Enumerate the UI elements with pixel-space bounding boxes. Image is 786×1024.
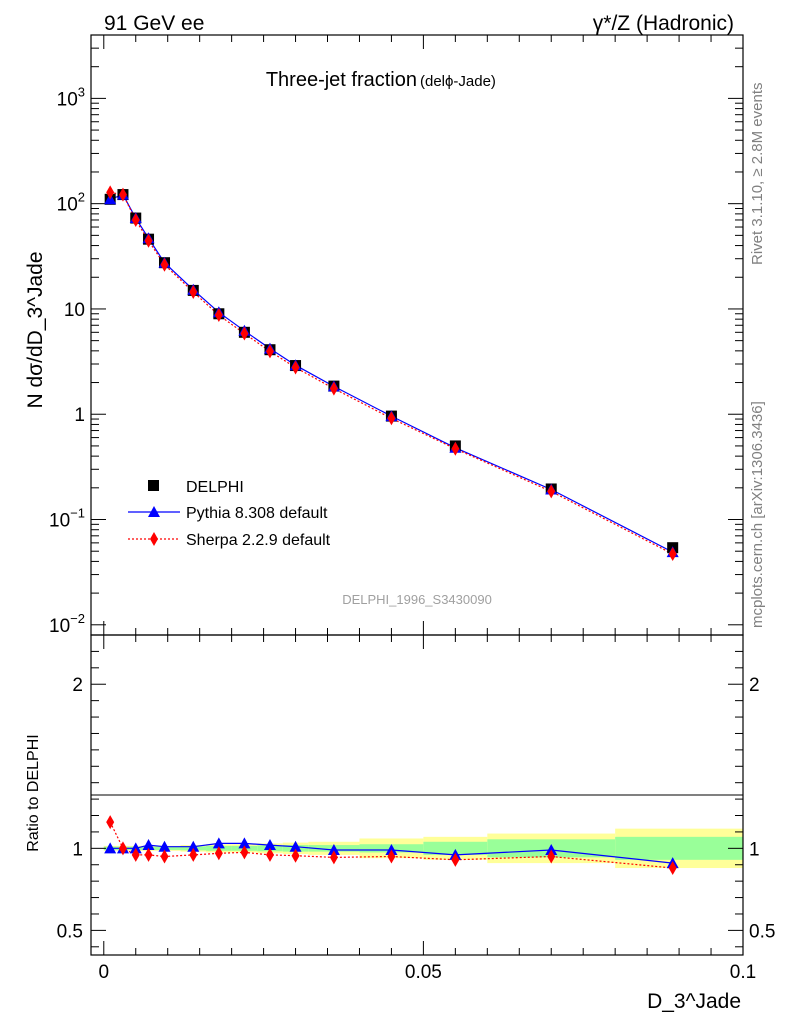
sherpa-ratio-point (160, 849, 169, 864)
sherpa-ratio-point (265, 847, 274, 862)
y-tick-label: 10 (64, 300, 85, 321)
sherpa-ratio-point (291, 848, 300, 863)
sherpa-point (214, 308, 223, 323)
y-tick-label: 103 (57, 84, 85, 110)
sherpa-ratio-point (144, 847, 153, 862)
ratio-tick-label-right: 2 (749, 675, 760, 696)
analysis-watermark: DELPHI_1996_S3430090 (342, 592, 492, 607)
pythia-ratio-point (129, 842, 142, 854)
sherpa-ratio-point (118, 841, 127, 856)
inner-band-bin (423, 841, 488, 855)
main-series-group (104, 185, 679, 562)
pythia-ratio-point (158, 840, 171, 852)
sherpa-point (240, 326, 249, 341)
ratio-uncertainty-bands (103, 828, 743, 869)
pythia-ratio-point (187, 840, 200, 852)
ratio-axis-ticks (91, 635, 744, 955)
sherpa-ratio-point (131, 847, 140, 862)
ratio-series-group (104, 815, 679, 876)
pythia-ratio-point (263, 839, 276, 851)
main-tick-labels: 10−2 10−1 1 10 102 103 (49, 84, 85, 636)
sherpa-point (118, 187, 127, 202)
sherpa-point (451, 441, 460, 456)
sherpa-ratio-point (387, 849, 396, 864)
x-tick-label: 0 (98, 962, 109, 983)
legend-label-sherpa: Sherpa 2.2.9 default (186, 532, 331, 549)
sherpa-ratio-point (668, 861, 677, 876)
ratio-tick-label-right: 1 (749, 839, 760, 860)
header-process: γ*/Z (Hadronic) (593, 12, 734, 35)
pythia-ratio-point (545, 843, 558, 855)
legend-label-pythia: Pythia 8.308 default (186, 505, 328, 522)
x-tick-label: 0.05 (405, 962, 442, 983)
sherpa-point (668, 547, 677, 562)
y-tick-label: 10−2 (49, 611, 85, 637)
ratio-tick-label-right: 0.5 (749, 921, 775, 942)
pythia-ratio-point (142, 839, 155, 851)
plot-subtitle: (delϕ-Jade) (420, 73, 496, 90)
x-axis-label: D_3^Jade (647, 990, 741, 1013)
pythia-ratio-point (212, 837, 225, 849)
sherpa-point (329, 381, 338, 396)
y-tick-label: 1 (74, 405, 85, 426)
main-panel: Three-jet fraction (delϕ-Jade) DELPHI_19… (24, 34, 744, 637)
legend-marker-sherpa (150, 532, 158, 546)
sherpa-point (144, 233, 153, 248)
ratio-tick-label-left: 2 (72, 675, 83, 696)
sherpa-point (291, 360, 300, 375)
inner-band-bin (615, 836, 743, 860)
ratio-frame (90, 634, 744, 956)
sherpa-point (106, 185, 115, 200)
plot-title: Three-jet fraction (266, 69, 417, 91)
sherpa-ratio-point (451, 852, 460, 867)
ratio-tick-label-left: 1 (72, 839, 83, 860)
ratio-tick-label-left: 0.5 (57, 921, 83, 942)
sherpa-ratio-point (547, 849, 556, 864)
x-tick-label: 0.1 (730, 962, 756, 983)
sherpa-point (189, 284, 198, 299)
pythia-ratio-point (289, 840, 302, 852)
side-text-mcplots: mcplots.cern.ch [arXiv:1306.3436] (749, 401, 766, 628)
ratio-panel: 0 0.05 0.1 0.5 0.5 1 1 2 2 Ratio to DELPHI D_3^J… (25, 634, 776, 1013)
pythia-ratio-point (104, 842, 117, 854)
legend-marker-delphi (148, 480, 159, 491)
ratio-tick-labels: 0 0.05 0.1 0.5 0.5 1 1 2 2 (57, 675, 776, 983)
header-energy: 91 GeV ee (104, 12, 204, 35)
sherpa-ratio-point (189, 847, 198, 862)
y-tick-label: 10−1 (49, 506, 85, 532)
y-tick-label: 102 (57, 190, 85, 216)
sherpa-ratio-point (214, 846, 223, 861)
sherpa-point (160, 257, 169, 272)
pythia-ratio-point (238, 837, 251, 849)
sherpa-point (387, 411, 396, 426)
sherpa-ratio-point (240, 845, 249, 860)
sherpa-ratio-point (329, 850, 338, 865)
legend: DELPHI Pythia 8.308 default Sherpa 2.2.9… (128, 479, 331, 549)
sherpa-point (265, 344, 274, 359)
side-text-rivet: Rivet 3.1.10, ≥ 2.8M events (749, 83, 766, 266)
legend-label-delphi: DELPHI (186, 479, 244, 496)
y-axis-label: N dσ/dD_3^Jade (24, 251, 47, 408)
legend-marker-pythia (148, 506, 160, 517)
ratio-y-axis-label: Ratio to DELPHI (25, 734, 42, 851)
pythia-ratio-point (327, 843, 340, 855)
pythia-ratio-point (385, 843, 398, 855)
sherpa-point (547, 484, 556, 499)
sherpa-point (131, 212, 140, 227)
sherpa-ratio-point (106, 815, 115, 830)
